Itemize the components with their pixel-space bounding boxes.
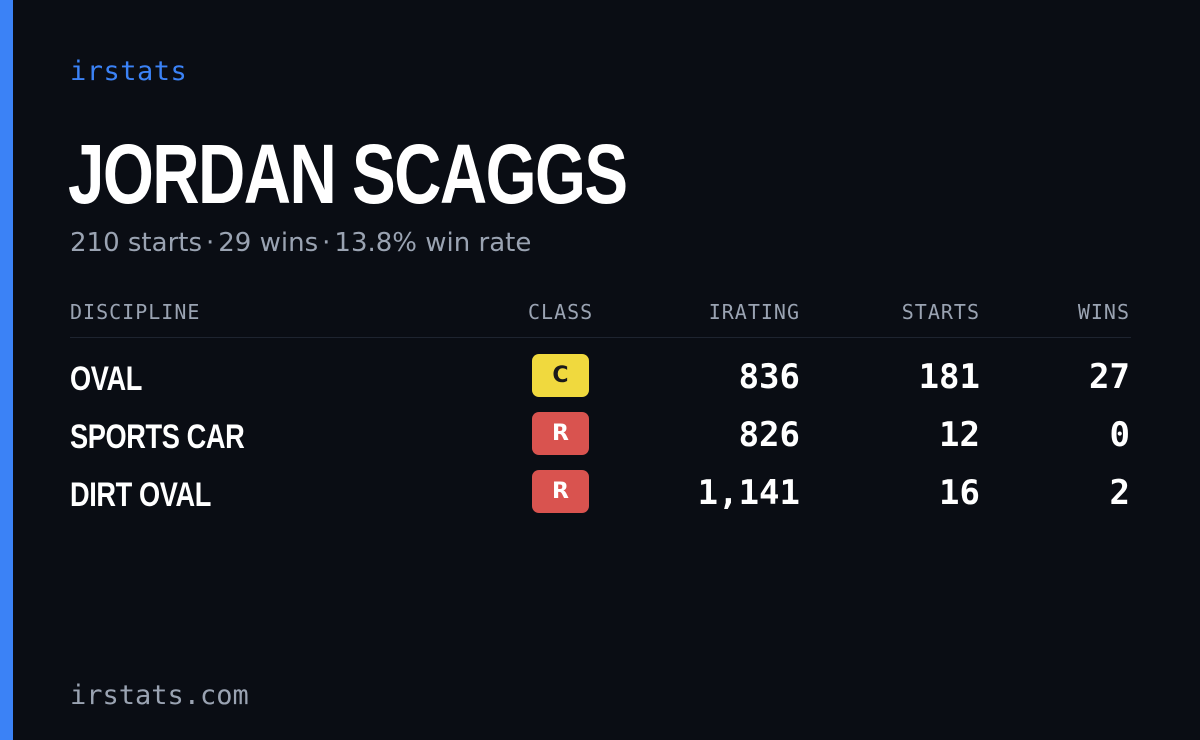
summary-separator: · — [322, 228, 331, 258]
table-row: DIRT OVAL R 1,141 16 2 — [70, 470, 1131, 528]
table-header: DISCIPLINE CLASS IRATING STARTS WINS — [70, 298, 1131, 338]
footer-domain: irstats.com — [70, 680, 249, 711]
header-irating: IRATING — [708, 300, 800, 324]
discipline-name: SPORTS CAR — [70, 418, 245, 456]
summary-separator: · — [206, 228, 215, 258]
license-class-badge: C — [532, 354, 589, 397]
header-starts: STARTS — [901, 300, 980, 324]
accent-bar — [0, 0, 13, 740]
summary-win-rate: 13.8% win rate — [334, 228, 532, 258]
irating-value: 836 — [738, 357, 800, 397]
summary-starts: 210 starts — [70, 228, 202, 258]
license-class-badge: R — [532, 470, 589, 513]
header-discipline: DISCIPLINE — [70, 300, 201, 324]
player-summary: 210 starts · 29 wins · 13.8% win rate — [70, 228, 531, 258]
wins-value: 2 — [1109, 473, 1130, 513]
header-wins: WINS — [1077, 300, 1130, 324]
table-row: SPORTS CAR R 826 12 0 — [70, 412, 1131, 470]
brand-logo: irstats — [70, 56, 188, 87]
irating-value: 826 — [738, 415, 800, 455]
discipline-name: OVAL — [70, 360, 142, 398]
summary-wins: 29 wins — [218, 228, 319, 258]
wins-value: 0 — [1109, 415, 1130, 455]
discipline-name: DIRT OVAL — [70, 476, 211, 514]
player-name: JORDAN SCAGGS — [68, 127, 628, 221]
starts-value: 12 — [939, 415, 980, 455]
header-class: CLASS — [528, 300, 594, 324]
wins-value: 27 — [1089, 357, 1130, 397]
license-class-badge: R — [532, 412, 589, 455]
irating-value: 1,141 — [697, 473, 800, 513]
starts-value: 16 — [939, 473, 980, 513]
table-row: OVAL C 836 181 27 — [70, 354, 1131, 412]
discipline-stats-table: DISCIPLINE CLASS IRATING STARTS WINS OVA… — [70, 298, 1131, 514]
starts-value: 181 — [918, 357, 980, 397]
